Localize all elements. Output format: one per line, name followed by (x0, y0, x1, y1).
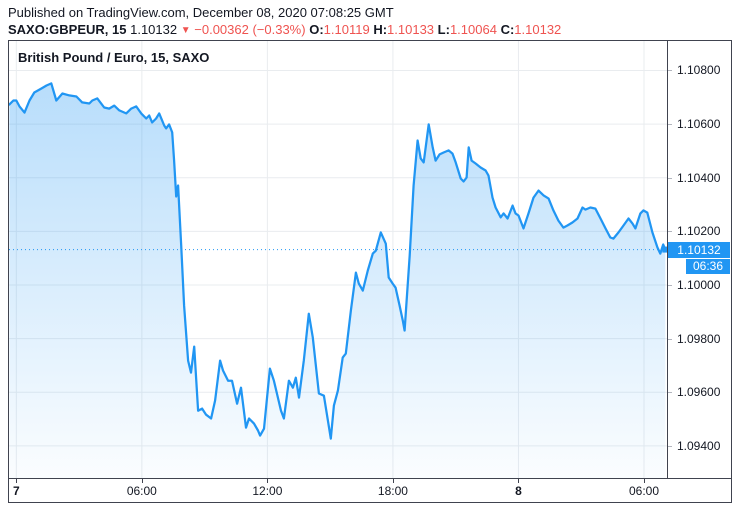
symbol-name: SAXO:GBPEUR, 15 (8, 22, 127, 37)
low-label: L: (437, 22, 450, 37)
price-axis-tick (668, 338, 672, 340)
price-axis-tick (668, 445, 672, 447)
price-axis-label: 1.09600 (677, 385, 721, 400)
ohlc-high: H:1.10133 (373, 22, 434, 37)
price-axis-tick (668, 231, 672, 233)
published-line: Published on TradingView.com, December 0… (8, 5, 394, 20)
price-axis-label: 1.09400 (677, 438, 721, 453)
area-fill (9, 83, 666, 478)
ohlc-low: L:1.10064 (438, 22, 497, 37)
time-axis-tick (643, 479, 645, 483)
last-point-marker (662, 246, 667, 253)
high-label: H: (373, 22, 388, 37)
price-axis-tick (668, 177, 672, 179)
chart-plot-area[interactable]: British Pound / Euro, 15, SAXO (9, 41, 667, 478)
price-change: −0.00362 (−0.33%) (194, 22, 306, 37)
close-label: C: (500, 22, 515, 37)
ohlc-close: C:1.10132 (501, 22, 562, 37)
current-price-badge: 1.10132 (668, 241, 730, 258)
low-value: 1.10064 (449, 22, 497, 37)
chart-title: British Pound / Euro, 15, SAXO (18, 50, 210, 65)
close-value: 1.10132 (514, 22, 562, 37)
price-axis-tick (668, 124, 672, 126)
price-axis[interactable]: 1.10132 06:36 1.10800 1.10600 1.10400 1.102… (667, 41, 731, 478)
chart-widget: British Pound / Euro, 15, SAXO 1.10132 0… (8, 40, 732, 503)
symbol-status-line: SAXO:GBPEUR, 15 1.10132 ▼ −0.00362 (−0.3… (8, 22, 561, 37)
time-axis-tick (267, 479, 269, 483)
price-axis-label: 1.09800 (677, 331, 721, 346)
price-axis-tick (668, 392, 672, 394)
price-axis-tick (668, 284, 672, 286)
open-label: O: (309, 22, 324, 37)
time-axis-label: 7 (12, 484, 20, 498)
price-axis-label: 1.10000 (677, 277, 721, 292)
time-axis-label: 8 (515, 484, 522, 498)
open-value: 1.10119 (323, 22, 370, 37)
bar-countdown-badge: 06:36 (686, 258, 730, 274)
price-chart-canvas[interactable] (9, 41, 667, 478)
time-axis-label: 12:00 (252, 484, 283, 498)
time-axis-tick (141, 479, 143, 483)
price-axis-label: 1.10800 (677, 63, 721, 78)
time-axis-tick (518, 479, 520, 483)
time-axis-tick (392, 479, 394, 483)
last-price: 1.10132 (130, 22, 178, 37)
price-axis-label: 1.10600 (677, 117, 721, 132)
high-value: 1.10133 (387, 22, 435, 37)
time-axis-label: 18:00 (377, 484, 408, 498)
arrow-down-icon: ▼ (180, 25, 191, 36)
price-axis-label: 1.10400 (677, 170, 721, 185)
time-axis-tick (16, 479, 18, 483)
price-axis-label: 1.10200 (677, 224, 721, 239)
time-axis-label: 06:00 (628, 484, 659, 498)
price-axis-tick (668, 70, 672, 72)
price-line (9, 82, 667, 440)
ohlc-open: O:1.10119 (309, 22, 369, 37)
time-axis-label: 06:00 (126, 484, 157, 498)
time-axis[interactable]: 7 06:00 12:00 18:00 8 06:00 (9, 478, 731, 502)
